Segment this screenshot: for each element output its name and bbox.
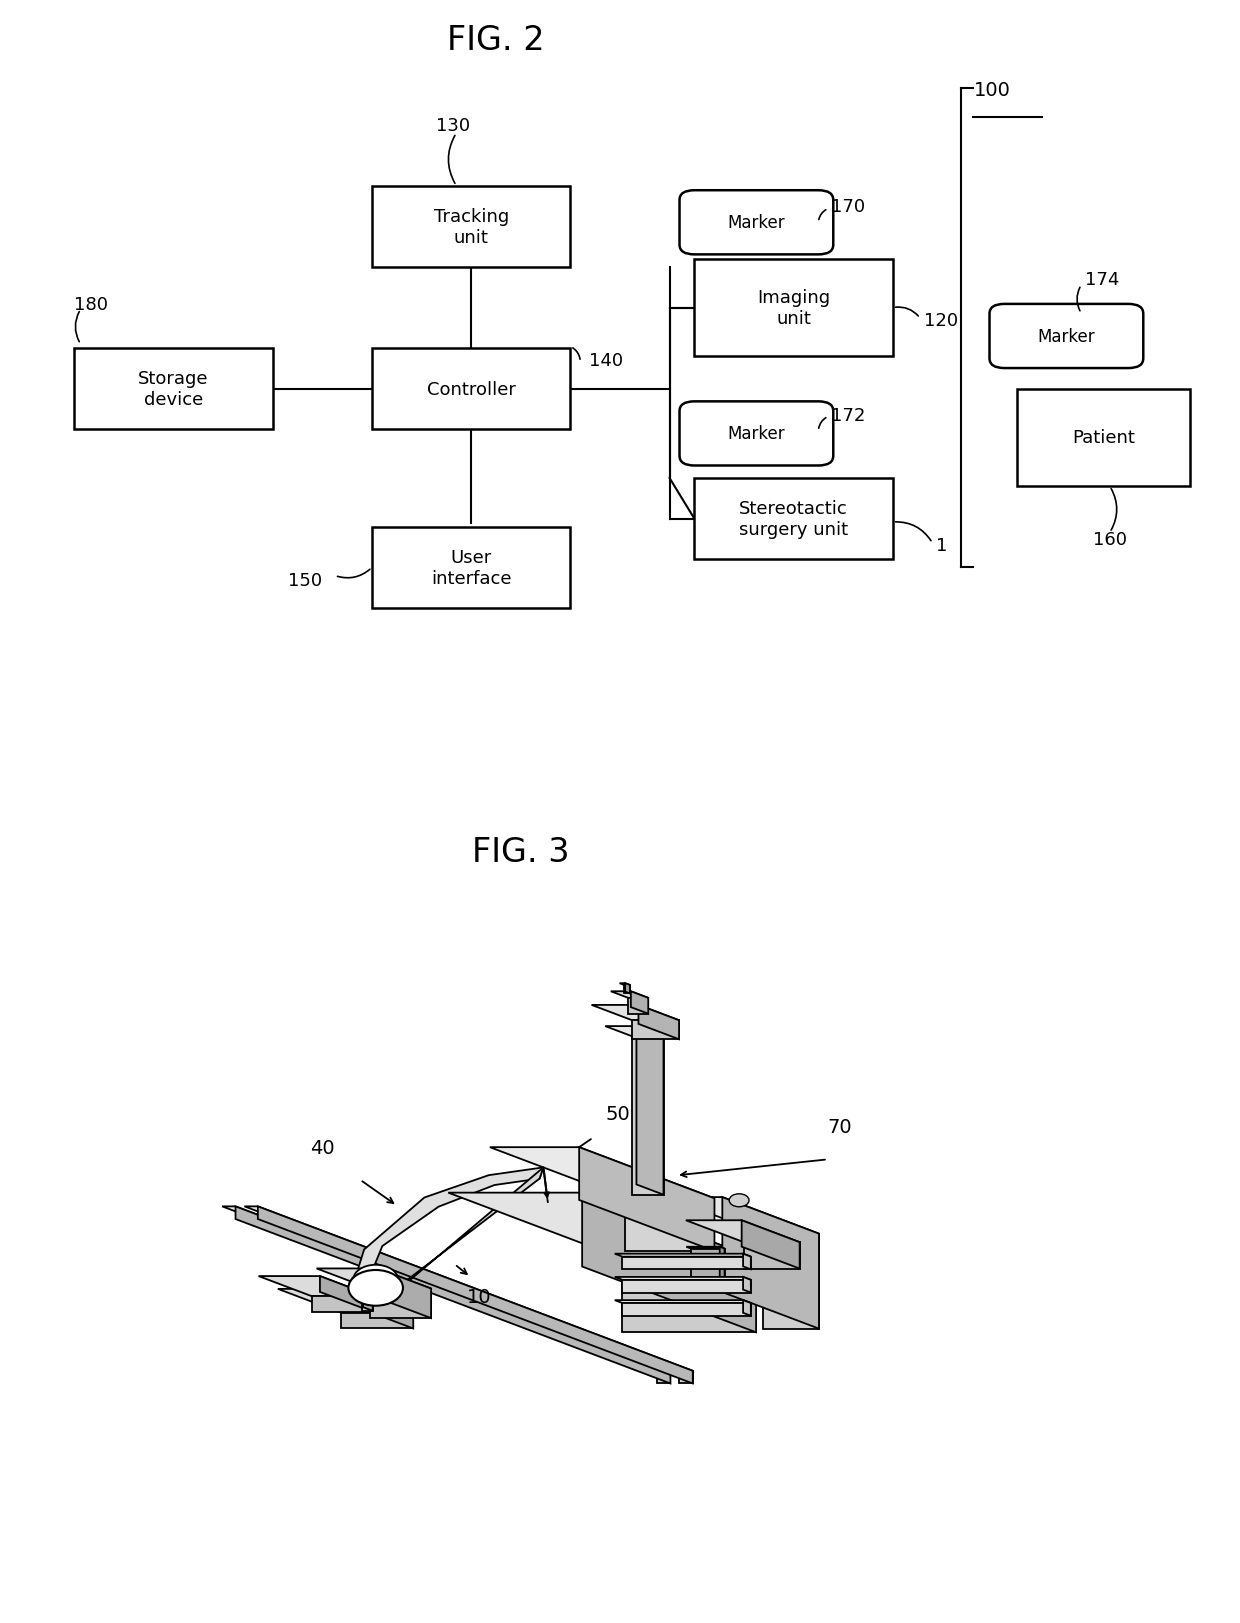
- Polygon shape: [743, 1300, 751, 1316]
- Bar: [694, 479, 893, 560]
- Bar: [694, 260, 893, 357]
- Text: FIG. 3: FIG. 3: [472, 836, 569, 868]
- Text: 172: 172: [831, 406, 866, 425]
- Polygon shape: [615, 1255, 751, 1256]
- Polygon shape: [370, 1289, 432, 1318]
- Polygon shape: [625, 985, 630, 993]
- Polygon shape: [615, 1300, 751, 1303]
- Polygon shape: [632, 1037, 663, 1195]
- Text: 174: 174: [1085, 271, 1120, 289]
- Text: Storage
device: Storage device: [139, 370, 208, 409]
- Text: 70: 70: [828, 1118, 852, 1136]
- Bar: [372, 187, 570, 268]
- Bar: [1017, 390, 1190, 487]
- Text: 160: 160: [1092, 531, 1127, 549]
- Polygon shape: [631, 992, 649, 1014]
- Polygon shape: [719, 1246, 724, 1290]
- Polygon shape: [742, 1220, 800, 1269]
- Polygon shape: [680, 1371, 693, 1383]
- Polygon shape: [639, 1005, 680, 1040]
- Text: 140: 140: [589, 352, 624, 370]
- FancyBboxPatch shape: [680, 192, 833, 255]
- Polygon shape: [657, 1371, 671, 1383]
- Polygon shape: [316, 1269, 432, 1289]
- Text: 170: 170: [831, 198, 866, 216]
- Polygon shape: [686, 1246, 724, 1248]
- Polygon shape: [582, 1193, 756, 1332]
- Polygon shape: [743, 1255, 751, 1269]
- Polygon shape: [320, 1276, 373, 1311]
- Circle shape: [348, 1271, 403, 1307]
- Polygon shape: [341, 1313, 413, 1329]
- Polygon shape: [222, 1206, 671, 1371]
- Text: User
interface: User interface: [432, 549, 511, 588]
- Polygon shape: [743, 1277, 751, 1292]
- Polygon shape: [363, 1277, 373, 1311]
- Polygon shape: [611, 992, 649, 998]
- Polygon shape: [362, 1282, 373, 1311]
- Polygon shape: [625, 1198, 714, 1251]
- Text: Stereotactic
surgery unit: Stereotactic surgery unit: [739, 500, 848, 539]
- Text: 50: 50: [605, 1104, 630, 1123]
- Polygon shape: [620, 984, 630, 985]
- Text: 10: 10: [467, 1287, 491, 1307]
- Polygon shape: [278, 1289, 413, 1313]
- Polygon shape: [258, 1206, 693, 1383]
- FancyBboxPatch shape: [990, 305, 1143, 368]
- Polygon shape: [691, 1248, 724, 1290]
- Bar: [372, 349, 570, 430]
- Text: 130: 130: [435, 117, 470, 135]
- Polygon shape: [351, 1289, 413, 1329]
- Text: 40: 40: [310, 1138, 335, 1157]
- Polygon shape: [622, 1256, 751, 1269]
- Text: 100: 100: [973, 81, 1011, 101]
- Polygon shape: [346, 1167, 543, 1310]
- Text: FIG. 2: FIG. 2: [448, 24, 544, 57]
- Text: Tracking
unit: Tracking unit: [434, 208, 508, 247]
- Polygon shape: [605, 1026, 663, 1037]
- Polygon shape: [376, 1167, 543, 1310]
- Polygon shape: [615, 1277, 751, 1281]
- Polygon shape: [579, 1147, 714, 1251]
- Text: 120: 120: [924, 312, 959, 329]
- Polygon shape: [744, 1243, 800, 1269]
- Text: Marker: Marker: [728, 214, 785, 232]
- Polygon shape: [490, 1147, 714, 1198]
- Text: Marker: Marker: [1038, 328, 1095, 346]
- Polygon shape: [686, 1220, 800, 1243]
- Text: Patient: Patient: [1073, 428, 1135, 448]
- Polygon shape: [236, 1206, 671, 1383]
- Text: 150: 150: [288, 571, 322, 589]
- Text: Controller: Controller: [427, 380, 516, 399]
- Polygon shape: [625, 984, 630, 993]
- FancyBboxPatch shape: [680, 403, 833, 466]
- Polygon shape: [591, 1005, 680, 1021]
- Polygon shape: [632, 1021, 680, 1040]
- Text: 180: 180: [74, 295, 108, 313]
- Polygon shape: [352, 1277, 373, 1282]
- Polygon shape: [311, 1297, 373, 1311]
- Circle shape: [353, 1264, 398, 1294]
- Circle shape: [729, 1195, 749, 1208]
- Polygon shape: [629, 998, 649, 1014]
- Polygon shape: [448, 1193, 756, 1259]
- Text: Marker: Marker: [728, 425, 785, 443]
- Polygon shape: [378, 1269, 432, 1318]
- Bar: [372, 527, 570, 609]
- Polygon shape: [622, 1303, 751, 1316]
- Text: 1: 1: [936, 536, 947, 555]
- Text: Imaging
unit: Imaging unit: [758, 289, 830, 328]
- Polygon shape: [622, 1281, 751, 1292]
- Polygon shape: [667, 1198, 818, 1233]
- Polygon shape: [723, 1198, 818, 1329]
- Polygon shape: [622, 1259, 756, 1332]
- Polygon shape: [244, 1206, 693, 1371]
- Polygon shape: [763, 1233, 818, 1329]
- Polygon shape: [636, 1026, 663, 1195]
- Polygon shape: [259, 1276, 373, 1297]
- Bar: [74, 349, 273, 430]
